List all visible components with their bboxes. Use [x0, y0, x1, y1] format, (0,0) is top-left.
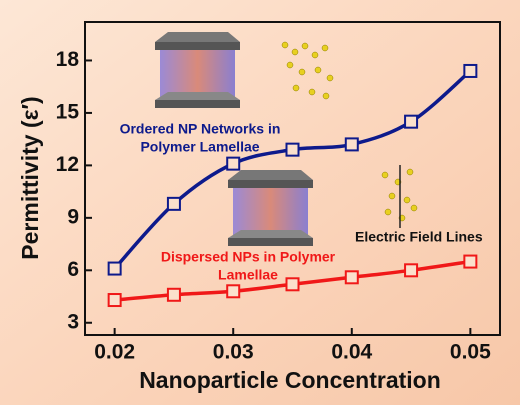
annotation: Electric Field Lines — [355, 229, 483, 245]
marker — [344, 137, 359, 152]
marker — [166, 196, 181, 211]
marker — [344, 270, 359, 285]
marker — [285, 277, 300, 292]
marker — [226, 156, 241, 171]
marker — [166, 287, 181, 302]
annotations: Ordered NP Networks in Polymer Lamellae Di… — [120, 121, 483, 283]
x-tick-label: 0.05 — [450, 341, 491, 364]
marker — [226, 284, 241, 299]
marker — [285, 142, 300, 157]
marker — [463, 254, 478, 269]
marker — [463, 63, 478, 78]
marker — [404, 114, 419, 129]
y-tick-label: 15 — [56, 100, 80, 123]
y-tick-label: 12 — [56, 153, 79, 176]
marker — [404, 263, 419, 278]
y-tick-label: 6 — [67, 258, 79, 281]
annotation: Lamellae — [218, 267, 278, 283]
annotation: Ordered NP Networks in — [120, 121, 281, 137]
plot: 3 6 9 12 15 18 0.02 0.03 0.04 0.05 — [56, 48, 491, 364]
illustration-ordered — [155, 32, 334, 108]
x-tick-label: 0.02 — [94, 341, 135, 364]
annotation: Dispersed NPs in Polymer — [161, 249, 336, 265]
y-tick-label: 18 — [56, 48, 80, 71]
annotation: Polymer Lamellae — [140, 139, 259, 155]
marker — [107, 293, 122, 308]
x-axis-label: Nanoparticle Concentration — [139, 367, 441, 393]
x-tick-label: 0.03 — [213, 341, 254, 364]
y-tick-label: 3 — [67, 310, 79, 333]
x-tick-label: 0.04 — [331, 341, 372, 364]
plot-frame — [84, 21, 501, 336]
y-tick-label: 9 — [67, 205, 79, 228]
illustration-dispersed — [228, 165, 418, 246]
marker — [107, 261, 122, 276]
y-axis-label: Permittivity (ε′) — [17, 96, 43, 259]
